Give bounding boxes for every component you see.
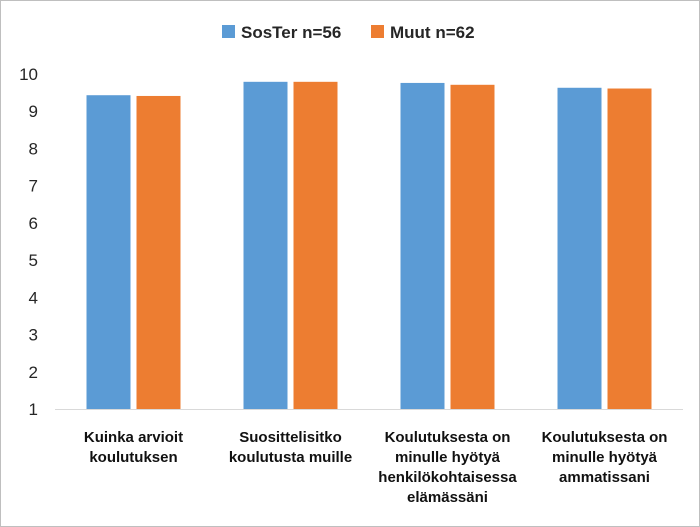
y-tick-label: 9 xyxy=(29,102,38,121)
y-tick-label: 2 xyxy=(29,363,38,382)
y-tick-label: 5 xyxy=(29,251,38,270)
legend-label-2: Muut n=62 xyxy=(390,23,475,42)
bar-soster-2 xyxy=(243,81,288,410)
y-tick-label: 10 xyxy=(19,65,38,84)
bar-muut-3 xyxy=(450,84,495,410)
y-tick-label: 6 xyxy=(29,214,38,233)
x-category-label: Kuinka arvioit koulutuksen xyxy=(84,429,183,466)
x-category-label: Koulutuksesta on minulle hyötyä ammatissan… xyxy=(542,429,668,486)
y-tick-label: 7 xyxy=(29,177,38,196)
bar-soster-1 xyxy=(86,95,131,409)
bar-soster-3 xyxy=(400,82,445,409)
bar-muut-2 xyxy=(293,81,338,410)
bar-soster-4 xyxy=(557,87,602,410)
legend-swatch-2 xyxy=(371,25,384,38)
x-category-label: Suosittelisitko koulutusta muille xyxy=(229,429,352,466)
x-category-label: Koulutuksesta on minulle hyötyä henkilökoh… xyxy=(378,429,517,506)
legend-label-1: SosTer n=56 xyxy=(241,23,341,42)
y-tick-label: 1 xyxy=(29,400,38,419)
y-axis: 1 2 3 4 5 6 7 8 9 10 xyxy=(19,65,38,419)
bars xyxy=(86,81,652,410)
y-tick-label: 8 xyxy=(29,139,38,158)
legend: SosTer n=56 Muut n=62 xyxy=(222,23,475,42)
bar-muut-1 xyxy=(136,95,181,409)
y-tick-label: 4 xyxy=(29,288,38,307)
y-tick-label: 3 xyxy=(29,326,38,345)
legend-swatch-1 xyxy=(222,25,235,38)
bar-muut-4 xyxy=(607,88,652,410)
x-axis: Kuinka arvioit koulutuksen Suosittelisitko… xyxy=(55,409,683,506)
